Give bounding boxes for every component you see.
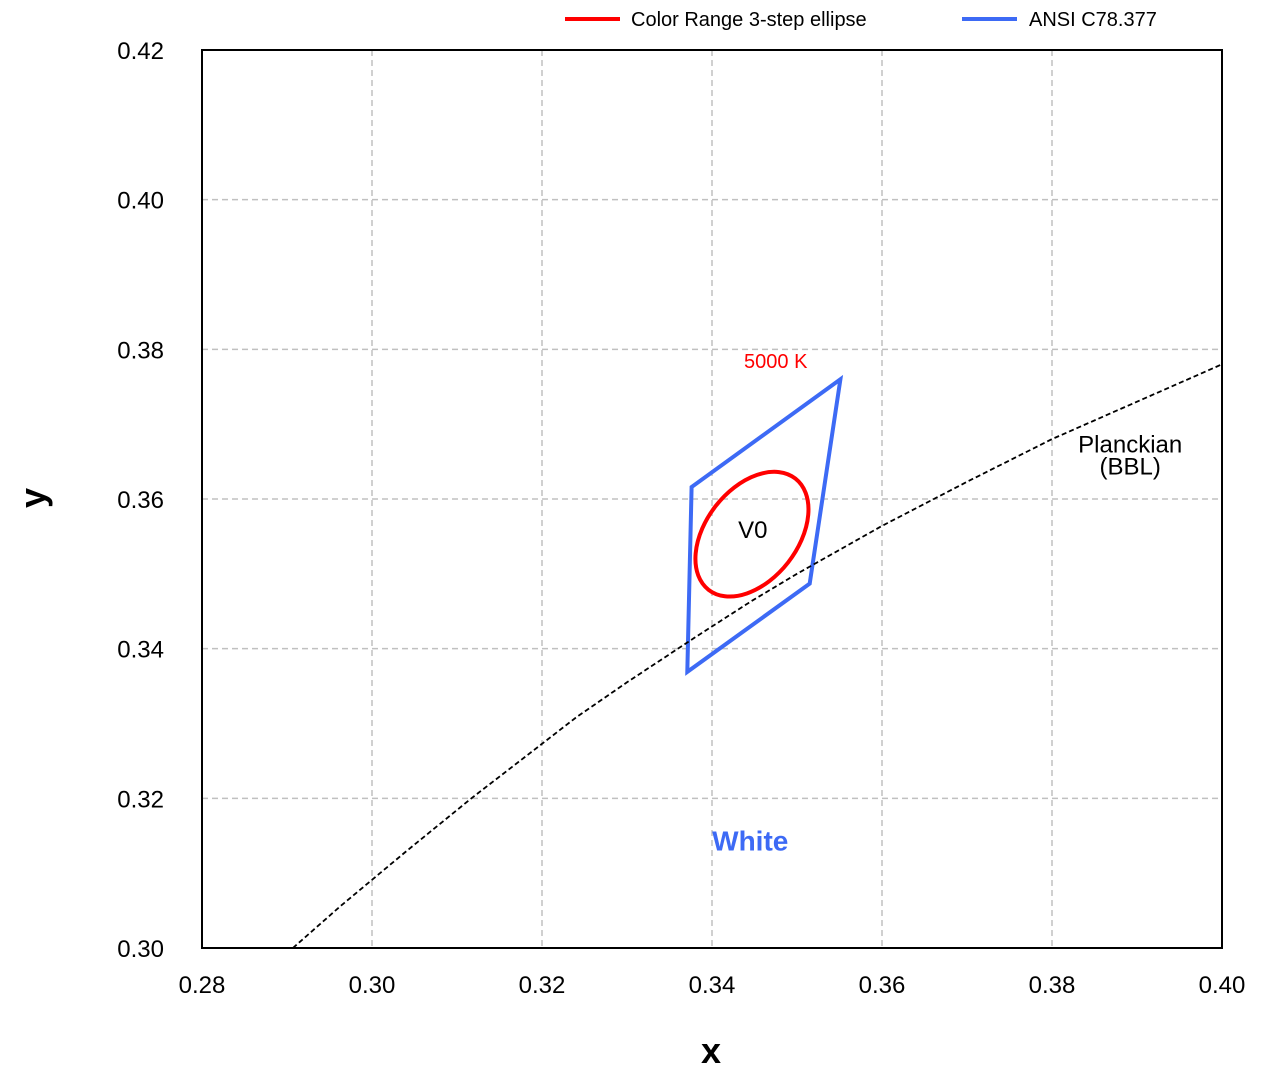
planckian-locus-line: [292, 363, 1223, 949]
y-tick-label: 0.34: [117, 637, 164, 664]
annotation-planckian: Planckian: [1078, 432, 1182, 459]
series-layer: [292, 363, 1223, 949]
annotation-bbl: (BBL): [1100, 453, 1161, 480]
macadam-ellipse: [693, 469, 811, 599]
y-tick-label: 0.30: [117, 936, 164, 963]
x-tick-label: 0.32: [519, 972, 566, 999]
y-axis-title: y: [12, 488, 53, 508]
annotation-white: White: [712, 826, 788, 857]
y-tick-label: 0.32: [117, 786, 164, 813]
annotation-5000k: 5000 K: [744, 351, 808, 373]
grid-lines: [202, 50, 1222, 948]
y-tick-label: 0.36: [117, 487, 164, 514]
x-tick-label: 0.28: [179, 972, 226, 999]
y-tick-label: 0.42: [117, 38, 164, 65]
plot-frame: [201, 49, 1223, 949]
legend-label: ANSI C78.377: [1029, 9, 1157, 31]
annotation-v0: V0: [738, 517, 767, 544]
legend-label: Color Range 3-step ellipse: [631, 9, 867, 31]
tick-labels: 0.28 0.30 0.32 0.34 0.36 0.38 0.40 0.30 0.32 0.34…: [117, 38, 1245, 999]
y-tick-label: 0.40: [117, 188, 164, 215]
x-tick-label: 0.34: [689, 972, 736, 999]
x-tick-label: 0.40: [1199, 972, 1246, 999]
annotations-layer: 5000 K V0 Planckian(BBL) White: [712, 351, 1182, 857]
x-tick-label: 0.38: [1029, 972, 1076, 999]
x-axis-title: x: [701, 1030, 721, 1070]
axis-titles: xy: [12, 488, 721, 1070]
y-tick-label: 0.38: [117, 337, 164, 364]
ansi-quadrangle: [685, 374, 844, 676]
x-tick-label: 0.36: [859, 972, 906, 999]
x-tick-label: 0.30: [349, 972, 396, 999]
legend: Color Range 3-step ellipse ANSI C78.377: [565, 9, 1157, 31]
